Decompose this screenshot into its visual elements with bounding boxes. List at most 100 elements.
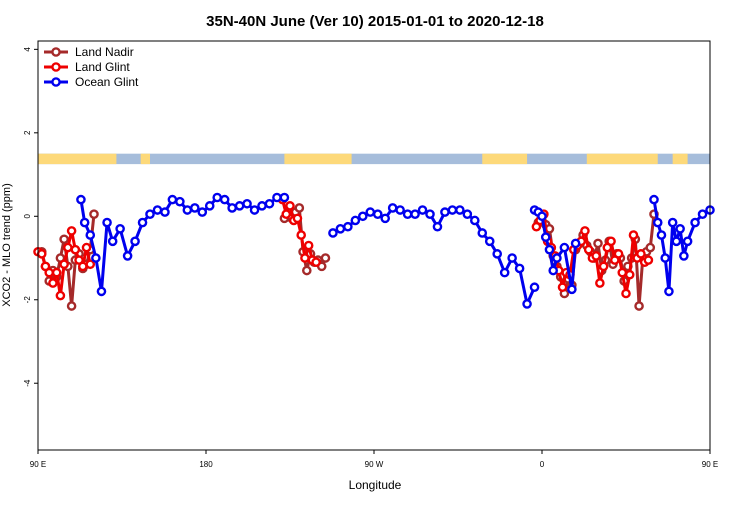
data-point-land-glint (598, 261, 609, 272)
data-point-land-glint (624, 269, 635, 280)
y-tick-label: 0 (23, 214, 32, 219)
data-point-ocean-glint (189, 203, 200, 213)
y-tick-label: 2 (23, 130, 32, 135)
data-point-ocean-glint (343, 221, 353, 232)
data-point-land-glint (292, 213, 303, 224)
data-point-land-glint (78, 261, 88, 272)
data-point-land-glint (595, 278, 605, 288)
data-point-ocean-glint (679, 251, 689, 261)
data-point-land-glint (557, 282, 568, 293)
data-point-land-glint (311, 257, 321, 267)
data-point-ocean-glint (242, 198, 252, 209)
data-point-ocean-glint (102, 217, 112, 228)
data-point-land-glint (281, 209, 292, 219)
legend-marker-land-nadir (51, 47, 61, 57)
y-tick-label: 4 (23, 47, 32, 52)
data-point-land-nadir (593, 238, 603, 249)
data-point-ocean-glint (425, 209, 435, 219)
y-axis-label: XCO2 - MLO trend (ppm) (1, 183, 13, 306)
land-band-4 (586, 153, 658, 165)
x-tick-label: 90 E (30, 460, 46, 469)
data-point-ocean-glint (455, 205, 465, 215)
data-point-ocean-glint (499, 267, 510, 278)
plot-frame (37, 40, 711, 451)
data-point-ocean-glint (264, 198, 275, 209)
data-point-ocean-glint (664, 286, 674, 297)
data-point-ocean-glint (649, 194, 659, 205)
data-point-ocean-glint (469, 215, 480, 226)
data-point-ocean-glint (462, 209, 473, 219)
data-point-land-glint (285, 201, 295, 211)
land-ocean-band (38, 153, 710, 165)
data-point-ocean-glint (272, 192, 282, 203)
land-band-2 (284, 153, 352, 165)
data-point-ocean-glint (570, 238, 581, 249)
data-point-ocean-glint (544, 244, 555, 255)
data-point-ocean-glint (160, 207, 170, 217)
data-point-ocean-glint (328, 228, 338, 238)
data-point-ocean-glint (440, 207, 450, 217)
data-point-land-glint (66, 226, 77, 236)
data-point-land-glint (48, 278, 58, 288)
data-point-ocean-glint (79, 217, 90, 228)
data-point-ocean-glint (514, 263, 525, 274)
data-point-ocean-glint (395, 205, 405, 215)
data-point-ocean-glint (122, 251, 133, 261)
data-point-land-glint (621, 288, 631, 299)
data-point-ocean-glint (387, 203, 398, 213)
data-point-land-glint (59, 259, 69, 270)
legend-label-ocean-glint: Ocean Glint (75, 75, 139, 89)
data-point-ocean-glint (372, 209, 383, 219)
land-band-3 (482, 153, 528, 165)
data-point-ocean-glint (76, 194, 86, 205)
data-point-ocean-glint (85, 230, 96, 240)
data-point-land-glint (643, 255, 654, 265)
data-point-ocean-glint (559, 242, 570, 253)
data-point-ocean-glint (675, 224, 685, 234)
data-point-ocean-glint (552, 253, 562, 263)
data-point-ocean-glint (410, 209, 420, 219)
data-point-land-nadir (320, 253, 331, 263)
data-point-ocean-glint (350, 215, 361, 226)
data-point-ocean-glint (667, 217, 678, 228)
data-point-land-glint (613, 249, 624, 259)
data-point-land-glint (617, 267, 628, 278)
legend-marker-land-glint (51, 62, 61, 72)
data-point-ocean-glint (447, 205, 458, 215)
data-point-ocean-glint (507, 253, 517, 263)
data-point-land-glint (55, 290, 66, 301)
y-tick-label: -4 (23, 379, 32, 387)
data-point-ocean-glint (335, 224, 346, 234)
data-point-ocean-glint (257, 201, 267, 211)
x-tick-label: 90 W (365, 460, 384, 469)
data-point-ocean-glint (152, 205, 163, 215)
series-line-ocean-glint (332, 206, 536, 306)
data-point-ocean-glint (671, 236, 682, 247)
land-band-0 (38, 153, 117, 165)
data-point-ocean-glint (690, 217, 700, 228)
data-point-ocean-glint (522, 299, 532, 309)
y-tick-label: -2 (23, 296, 32, 304)
data-point-ocean-glint (492, 249, 503, 259)
chart-title: 35N-40N June (Ver 10) 2015-01-01 to 2020… (206, 13, 544, 30)
data-point-ocean-glint (212, 192, 222, 203)
data-point-ocean-glint (567, 284, 577, 295)
data-point-ocean-glint (402, 209, 413, 219)
data-point-ocean-glint (484, 236, 495, 247)
data-point-ocean-glint (107, 236, 118, 247)
data-point-ocean-glint (656, 230, 667, 240)
data-point-ocean-glint (537, 211, 547, 222)
x-axis-label: Longitude (349, 478, 402, 492)
data-point-land-nadir (645, 242, 656, 253)
data-point-land-glint (591, 251, 601, 261)
data-point-land-glint (636, 249, 646, 259)
data-point-ocean-glint (540, 232, 551, 242)
data-point-ocean-glint (96, 286, 107, 297)
data-point-land-nadir (294, 203, 305, 213)
data-point-ocean-glint (167, 194, 178, 205)
data-point-ocean-glint (365, 207, 376, 217)
data-point-ocean-glint (227, 203, 237, 213)
legend-label-land-nadir: Land Nadir (75, 45, 134, 59)
data-point-land-glint (51, 267, 62, 278)
